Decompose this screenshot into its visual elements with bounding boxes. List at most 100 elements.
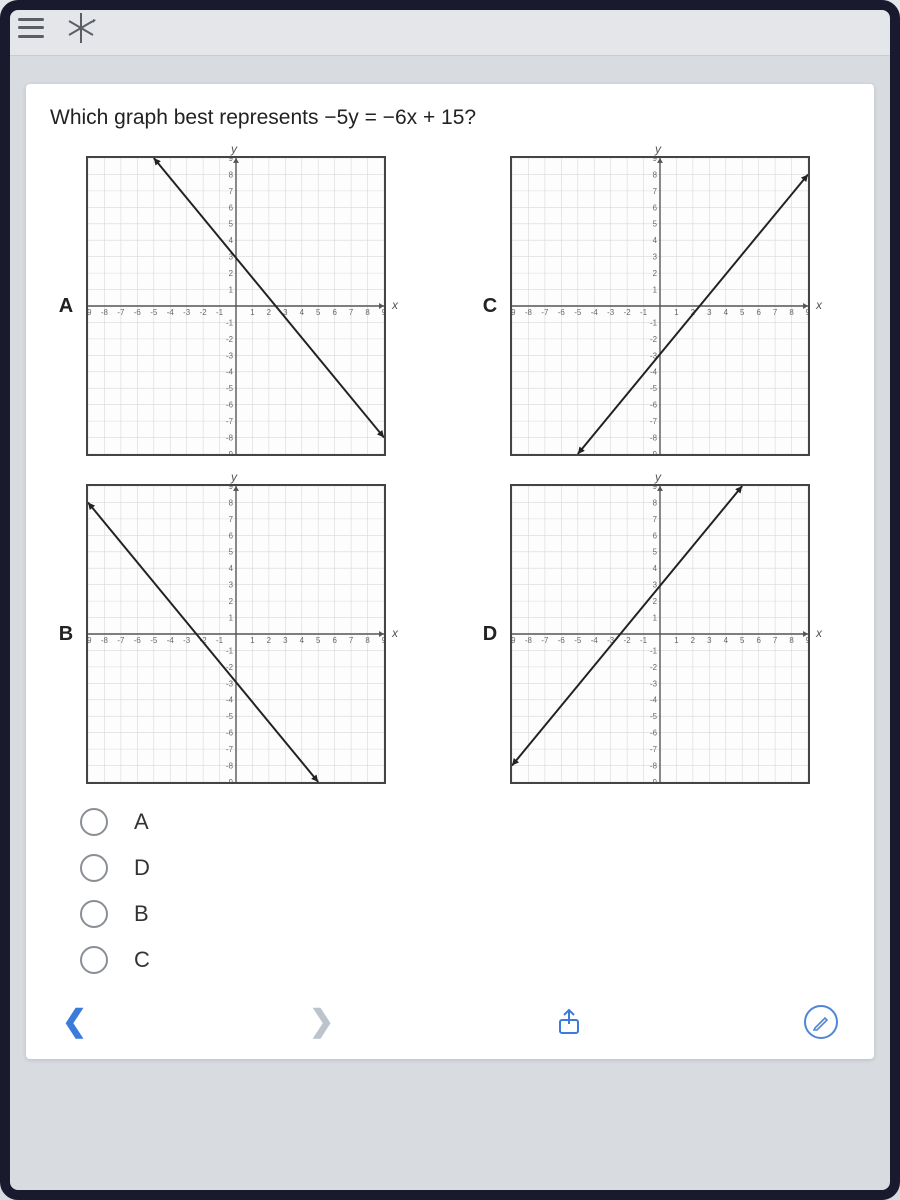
svg-text:7: 7 <box>653 187 657 196</box>
svg-text:-1: -1 <box>650 646 657 655</box>
svg-text:7: 7 <box>773 636 777 645</box>
compass-icon[interactable] <box>66 13 96 43</box>
svg-text:8: 8 <box>365 636 370 645</box>
answer-option[interactable]: C <box>80 946 850 974</box>
svg-text:4: 4 <box>300 636 305 645</box>
svg-text:9: 9 <box>229 158 233 163</box>
svg-text:-8: -8 <box>226 762 234 771</box>
svg-text:-9: -9 <box>650 450 657 454</box>
y-axis-label: y <box>231 142 237 156</box>
svg-text:8: 8 <box>653 170 658 179</box>
radio-icon[interactable] <box>80 946 108 974</box>
svg-text:-6: -6 <box>226 401 234 410</box>
svg-text:-2: -2 <box>200 308 207 317</box>
svg-text:-5: -5 <box>574 308 582 317</box>
svg-text:-1: -1 <box>226 646 233 655</box>
svg-text:7: 7 <box>773 308 777 317</box>
svg-text:5: 5 <box>229 220 234 229</box>
svg-text:4: 4 <box>229 564 234 573</box>
svg-text:-5: -5 <box>226 712 234 721</box>
svg-text:3: 3 <box>283 636 288 645</box>
answer-option[interactable]: A <box>80 808 850 836</box>
svg-text:3: 3 <box>707 636 712 645</box>
svg-text:-3: -3 <box>226 679 234 688</box>
svg-text:1: 1 <box>229 614 233 623</box>
svg-text:-2: -2 <box>650 335 657 344</box>
svg-text:9: 9 <box>806 636 808 645</box>
svg-text:6: 6 <box>229 203 234 212</box>
svg-text:5: 5 <box>653 548 658 557</box>
share-icon[interactable] <box>556 1008 582 1036</box>
graph-cell-C: C y x -9-8-7-6-5-4-3-2-1123456789-9-8-7-… <box>480 156 844 456</box>
svg-text:-8: -8 <box>101 308 109 317</box>
svg-text:-5: -5 <box>226 384 234 393</box>
svg-text:-2: -2 <box>624 636 631 645</box>
svg-text:2: 2 <box>229 597 233 606</box>
answer-option[interactable]: B <box>80 900 850 928</box>
svg-text:5: 5 <box>316 636 321 645</box>
x-axis-label: x <box>392 626 398 640</box>
svg-text:-4: -4 <box>650 368 658 377</box>
svg-text:-3: -3 <box>226 351 234 360</box>
graph-C: y x -9-8-7-6-5-4-3-2-1123456789-9-8-7-6-… <box>510 156 810 456</box>
svg-text:3: 3 <box>653 253 658 262</box>
svg-text:5: 5 <box>653 220 658 229</box>
svg-text:-4: -4 <box>591 636 599 645</box>
svg-text:-9: -9 <box>512 636 516 645</box>
svg-text:6: 6 <box>756 636 761 645</box>
svg-text:-5: -5 <box>650 384 658 393</box>
svg-text:-7: -7 <box>650 417 657 426</box>
draw-tool-icon[interactable] <box>804 1005 838 1039</box>
graph-cell-D: D y x -9-8-7-6-5-4-3-2-1123456789-9-8-7-… <box>480 484 844 784</box>
prev-button[interactable]: ❮ <box>62 1004 87 1039</box>
svg-text:3: 3 <box>229 581 234 590</box>
svg-text:-5: -5 <box>574 636 582 645</box>
svg-text:-6: -6 <box>134 308 142 317</box>
svg-text:1: 1 <box>250 636 254 645</box>
graph-label-C: C <box>480 295 500 318</box>
svg-text:9: 9 <box>229 486 233 491</box>
x-axis-label: x <box>816 626 822 640</box>
svg-text:1: 1 <box>250 308 254 317</box>
question-card: Which graph best represents −5y = −6x + … <box>26 84 874 1059</box>
radio-icon[interactable] <box>80 900 108 928</box>
svg-text:8: 8 <box>365 308 370 317</box>
svg-text:-7: -7 <box>541 308 548 317</box>
svg-text:-4: -4 <box>226 368 234 377</box>
svg-text:-7: -7 <box>117 308 124 317</box>
radio-icon[interactable] <box>80 854 108 882</box>
answer-label: B <box>134 901 149 927</box>
svg-text:6: 6 <box>756 308 761 317</box>
answer-label: A <box>134 809 149 835</box>
svg-text:8: 8 <box>789 308 794 317</box>
svg-text:5: 5 <box>229 548 234 557</box>
svg-text:4: 4 <box>300 308 305 317</box>
svg-text:-4: -4 <box>167 636 175 645</box>
svg-text:4: 4 <box>724 636 729 645</box>
svg-text:9: 9 <box>653 486 657 491</box>
svg-text:-1: -1 <box>640 308 647 317</box>
svg-text:4: 4 <box>653 236 658 245</box>
y-axis-label: y <box>655 142 661 156</box>
svg-text:4: 4 <box>653 564 658 573</box>
x-axis-label: x <box>392 298 398 312</box>
svg-text:-5: -5 <box>150 308 158 317</box>
svg-text:-4: -4 <box>226 696 234 705</box>
svg-text:-3: -3 <box>607 308 615 317</box>
svg-text:9: 9 <box>382 636 384 645</box>
svg-text:6: 6 <box>653 531 658 540</box>
svg-text:-8: -8 <box>226 434 234 443</box>
svg-text:-1: -1 <box>640 636 647 645</box>
graph-A: y x -9-8-7-6-5-4-3-2-1123456789-9-8-7-6-… <box>86 156 386 456</box>
answer-label: C <box>134 947 150 973</box>
svg-text:1: 1 <box>653 614 657 623</box>
menu-icon[interactable] <box>18 18 44 38</box>
svg-text:3: 3 <box>707 308 712 317</box>
answer-option[interactable]: D <box>80 854 850 882</box>
svg-text:-9: -9 <box>88 308 92 317</box>
svg-text:-7: -7 <box>226 417 233 426</box>
radio-icon[interactable] <box>80 808 108 836</box>
svg-text:6: 6 <box>229 531 234 540</box>
svg-text:-1: -1 <box>650 318 657 327</box>
next-button[interactable]: ❯ <box>309 1004 334 1039</box>
